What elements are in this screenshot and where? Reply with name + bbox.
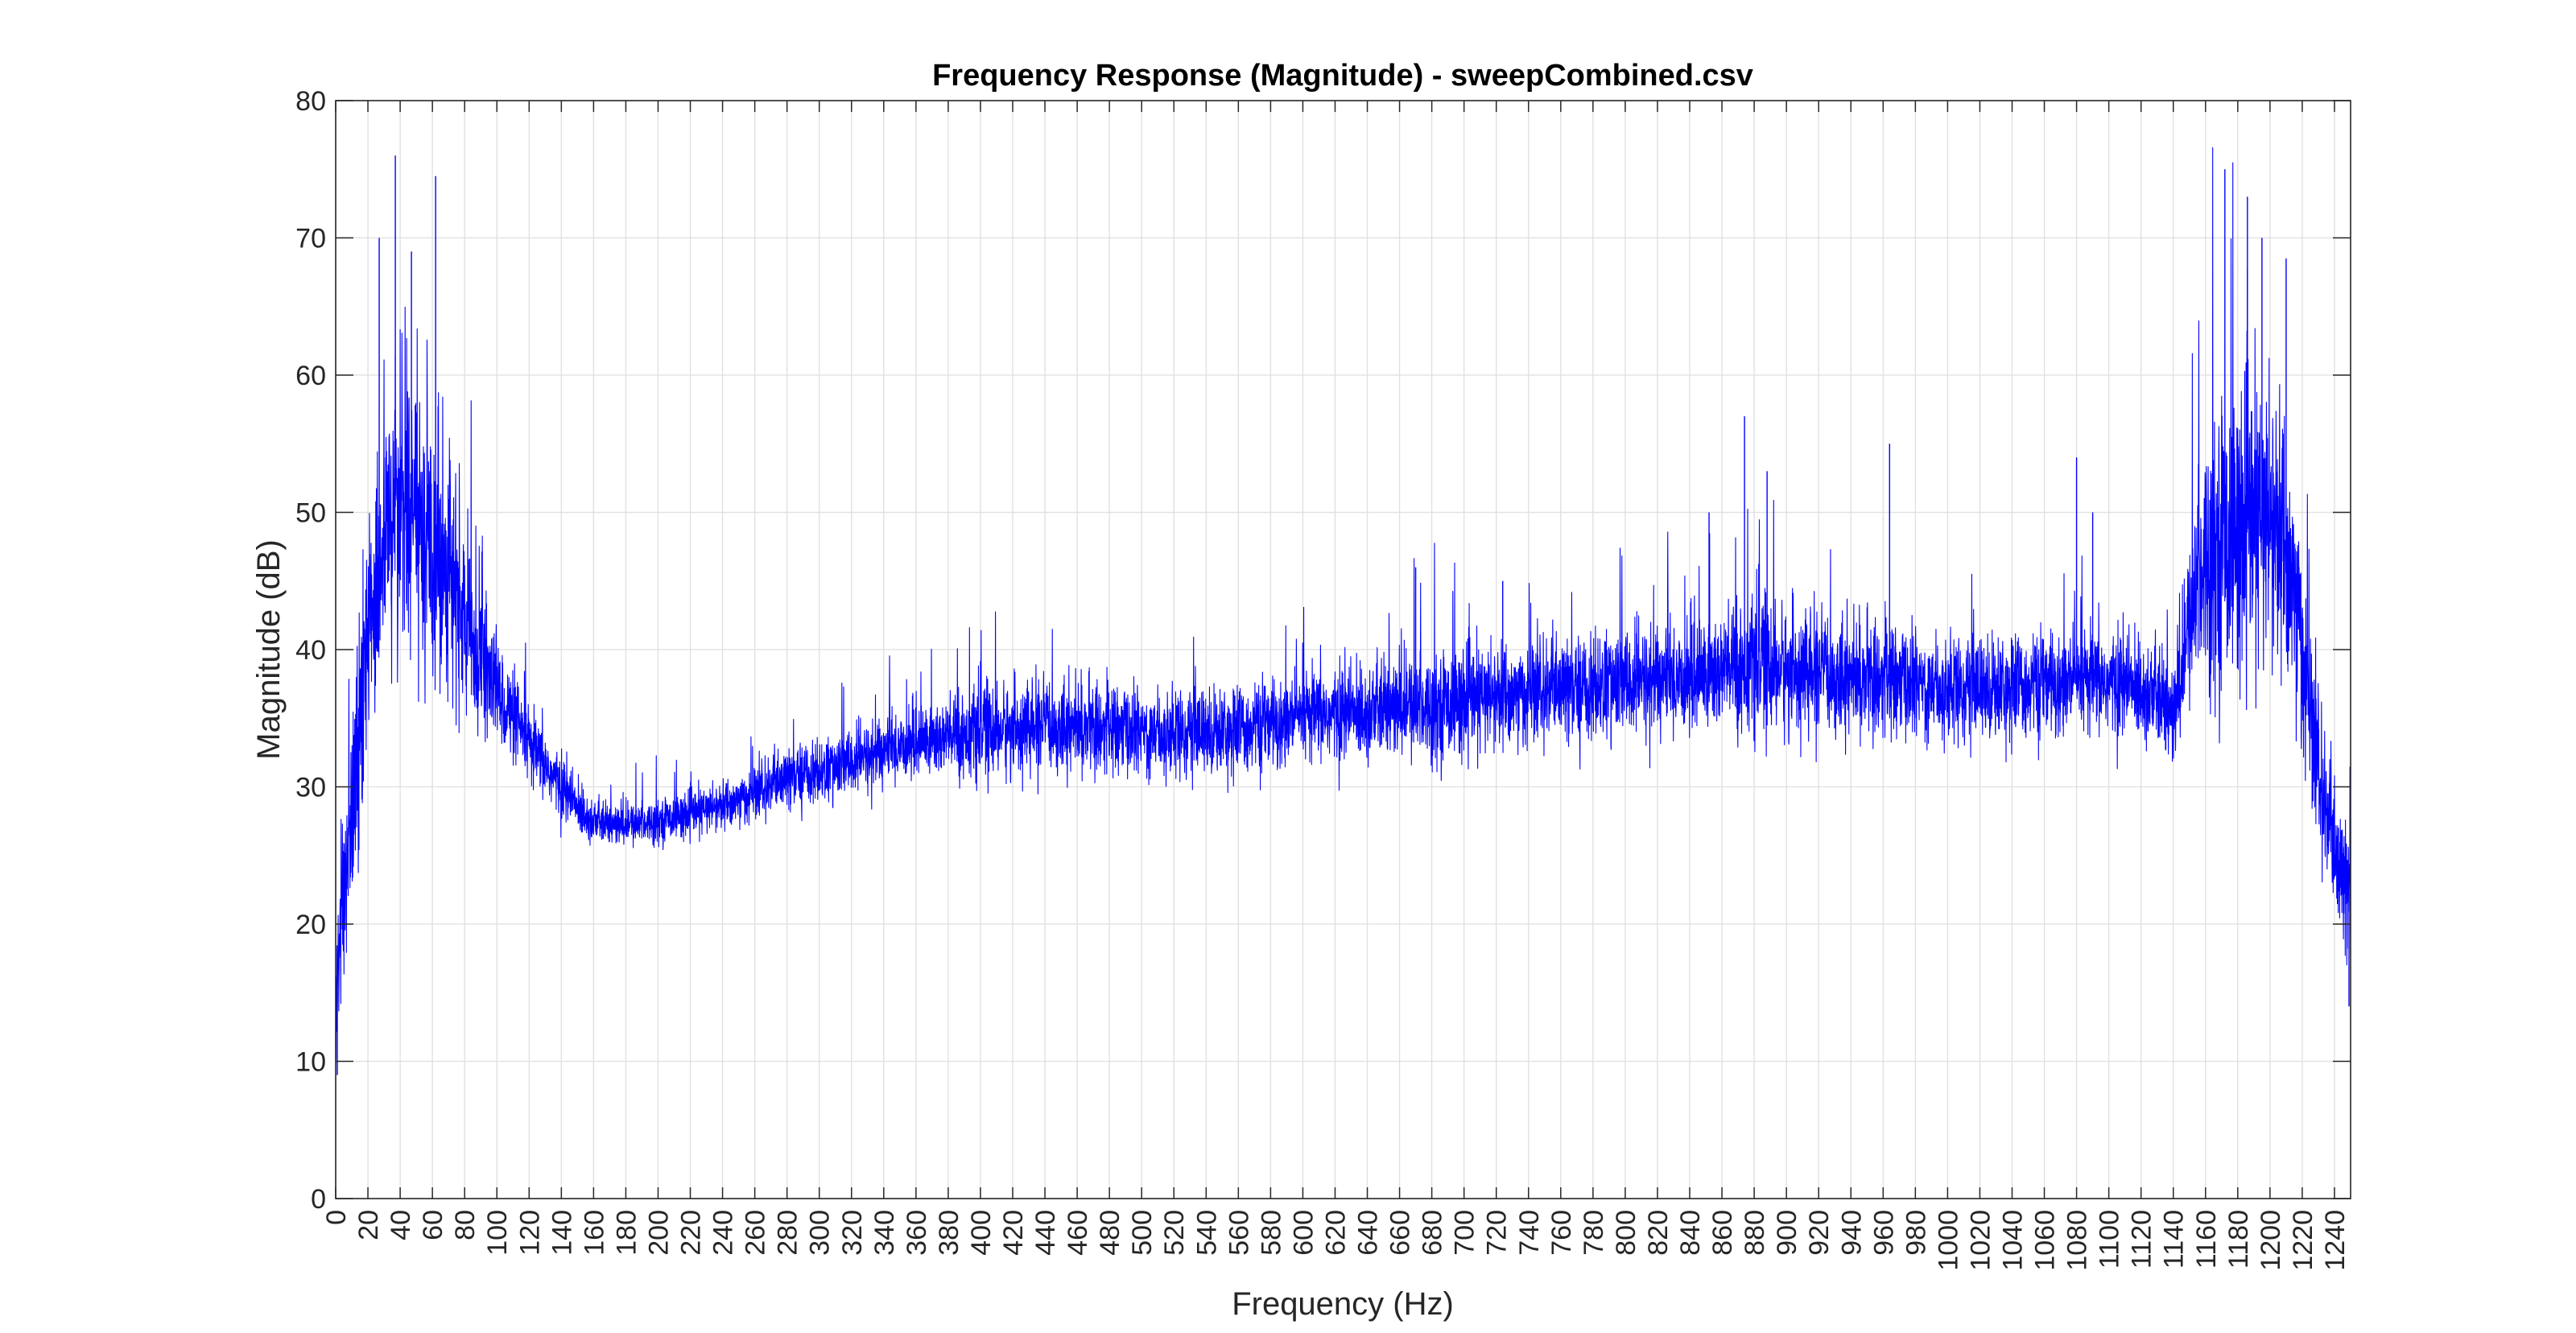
y-tick-label: 0 xyxy=(311,1184,326,1215)
x-tick-label: 460 xyxy=(1063,1210,1093,1256)
x-tick-label: 560 xyxy=(1224,1210,1254,1256)
x-tick-label: 440 xyxy=(1030,1210,1061,1256)
y-tick-label: 10 xyxy=(295,1047,326,1078)
x-axis-ticks: 0 20 40 60 80 100 120 140 160 180 200 220 240 260 280 3… xyxy=(321,101,2351,1271)
magnitude-trace xyxy=(335,147,2351,1060)
x-tick-label: 480 xyxy=(1095,1210,1125,1256)
x-tick-label: 400 xyxy=(966,1210,997,1256)
x-tick-label: 500 xyxy=(1127,1210,1158,1256)
x-tick-label: 860 xyxy=(1707,1210,1738,1256)
y-tick-label: 70 xyxy=(295,224,326,254)
x-tick-label: 260 xyxy=(741,1210,771,1256)
x-tick-label: 20 xyxy=(353,1210,384,1240)
x-tick-label: 1080 xyxy=(2062,1210,2093,1271)
x-tick-label: 180 xyxy=(611,1210,642,1256)
x-tick-label: 600 xyxy=(1288,1210,1319,1256)
x-tick-label: 80 xyxy=(450,1210,481,1240)
x-tick-label: 140 xyxy=(547,1210,577,1256)
x-tick-label: 40 xyxy=(386,1210,416,1240)
x-tick-label: 660 xyxy=(1385,1210,1416,1256)
x-tick-label: 100 xyxy=(482,1210,513,1256)
x-tick-label: 720 xyxy=(1482,1210,1513,1256)
x-tick-label: 700 xyxy=(1450,1210,1480,1256)
x-tick-label: 1000 xyxy=(1933,1210,1963,1271)
x-tick-label: 920 xyxy=(1804,1210,1835,1256)
y-tick-label: 40 xyxy=(295,635,326,666)
x-axis-label: Frequency (Hz) xyxy=(1232,1286,1454,1322)
y-tick-label: 80 xyxy=(295,86,326,117)
x-tick-label: 940 xyxy=(1836,1210,1867,1256)
x-tick-label: 1220 xyxy=(2288,1210,2318,1271)
x-tick-label: 0 xyxy=(321,1210,352,1225)
x-tick-label: 740 xyxy=(1514,1210,1545,1256)
x-tick-label: 880 xyxy=(1740,1210,1770,1256)
y-tick-label: 50 xyxy=(295,498,326,529)
y-axis-label: Magnitude (dB) xyxy=(251,539,287,759)
x-tick-label: 1200 xyxy=(2256,1210,2286,1271)
x-tick-label: 620 xyxy=(1320,1210,1351,1256)
chart-title: Frequency Response (Magnitude) - sweepCo… xyxy=(932,59,1753,93)
x-tick-label: 640 xyxy=(1353,1210,1384,1256)
magnitude-series xyxy=(335,147,2351,1075)
x-tick-label: 160 xyxy=(579,1210,609,1256)
x-tick-label: 1240 xyxy=(2320,1210,2351,1271)
x-tick-label: 1140 xyxy=(2159,1210,2190,1269)
x-tick-label: 520 xyxy=(1159,1210,1190,1256)
x-tick-label: 1040 xyxy=(1997,1210,2028,1271)
x-tick-label: 280 xyxy=(773,1210,803,1256)
x-tick-label: 980 xyxy=(1901,1210,1931,1256)
x-tick-label: 120 xyxy=(514,1210,545,1256)
x-tick-label: 320 xyxy=(837,1210,868,1256)
x-tick-label: 580 xyxy=(1256,1210,1286,1256)
x-tick-label: 1100 xyxy=(2095,1210,2125,1269)
x-tick-label: 800 xyxy=(1611,1210,1641,1256)
x-tick-label: 340 xyxy=(869,1210,900,1256)
x-tick-label: 220 xyxy=(676,1210,707,1256)
x-tick-label: 1020 xyxy=(1965,1210,1996,1271)
x-tick-label: 1160 xyxy=(2191,1210,2222,1269)
x-tick-label: 540 xyxy=(1191,1210,1222,1256)
x-tick-label: 1060 xyxy=(2030,1210,2061,1271)
x-tick-label: 200 xyxy=(643,1210,674,1256)
x-tick-label: 60 xyxy=(418,1210,448,1240)
x-tick-label: 300 xyxy=(805,1210,836,1256)
x-tick-label: 1120 xyxy=(2127,1210,2157,1269)
y-tick-label: 30 xyxy=(295,773,326,803)
x-tick-label: 960 xyxy=(1868,1210,1899,1256)
x-tick-label: 780 xyxy=(1579,1210,1609,1256)
x-tick-label: 240 xyxy=(708,1210,739,1256)
x-tick-label: 1180 xyxy=(2223,1210,2254,1269)
x-tick-label: 840 xyxy=(1675,1210,1706,1256)
y-axis-ticks: 0 10 20 30 40 50 60 70 80 xyxy=(295,86,2351,1215)
y-tick-label: 60 xyxy=(295,361,326,391)
y-tick-label: 20 xyxy=(295,910,326,940)
x-tick-label: 360 xyxy=(902,1210,932,1256)
x-tick-label: 380 xyxy=(934,1210,964,1256)
x-tick-label: 900 xyxy=(1772,1210,1802,1256)
x-tick-label: 820 xyxy=(1643,1210,1674,1256)
x-tick-label: 760 xyxy=(1546,1210,1577,1256)
x-tick-label: 420 xyxy=(998,1210,1029,1256)
x-tick-label: 680 xyxy=(1418,1210,1448,1256)
